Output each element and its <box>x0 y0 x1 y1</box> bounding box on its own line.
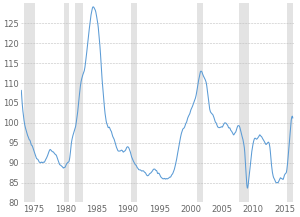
Bar <box>131 3 137 202</box>
Bar <box>64 3 69 202</box>
Bar <box>286 3 293 202</box>
Bar <box>239 3 249 202</box>
Bar <box>197 3 203 202</box>
Bar <box>24 3 35 202</box>
Bar <box>75 3 83 202</box>
